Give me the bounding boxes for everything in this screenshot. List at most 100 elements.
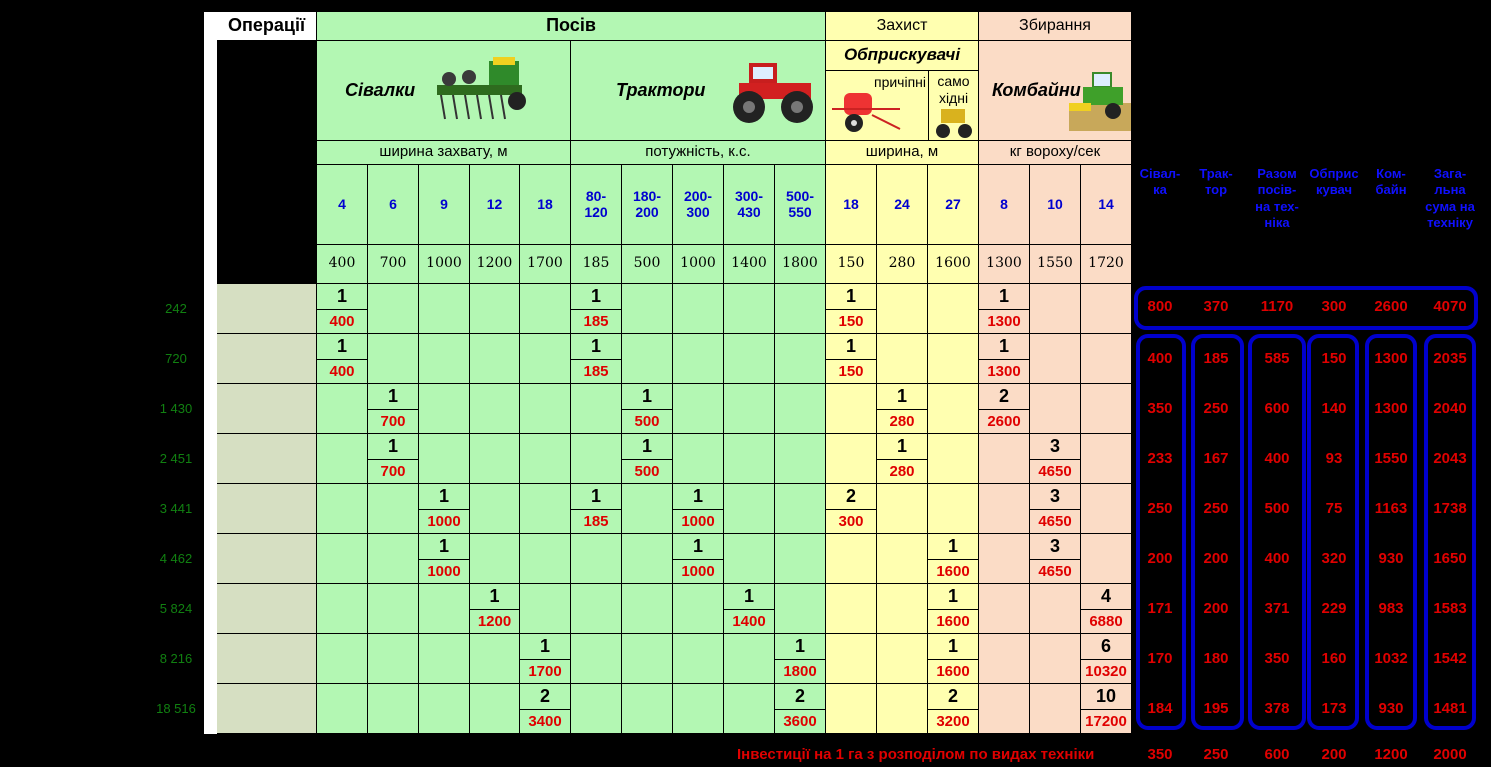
- summary-value: 350: [1147, 400, 1173, 417]
- grid-cell: [877, 334, 928, 384]
- sprayers-label: Обприскувачі: [826, 41, 979, 71]
- quantity-value: 3: [1030, 534, 1080, 560]
- grid-cell: [724, 534, 775, 584]
- grid-cell: [928, 434, 979, 484]
- left-white-strip: [204, 12, 217, 284]
- grid-cell: 1 400: [317, 334, 368, 384]
- unit-price-cell: 1000: [673, 245, 724, 284]
- cost-value: 500: [634, 412, 660, 430]
- grid-cell: 1 500: [622, 384, 673, 434]
- row-area-label: 1 430: [159, 401, 193, 416]
- quantity-value: 2: [775, 684, 825, 710]
- summary-value: 1481: [1433, 700, 1467, 717]
- cost-value: 1000: [427, 562, 461, 580]
- grid-cell: [673, 634, 724, 684]
- summary-column-box: [1307, 334, 1359, 730]
- grid-cell: [724, 634, 775, 684]
- grid-cell: 1 280: [877, 384, 928, 434]
- summary-value: 1170: [1260, 298, 1294, 315]
- grid-cell: [1081, 434, 1132, 484]
- grid-cell: [622, 484, 673, 534]
- unit-price-cell: 1000: [419, 245, 470, 284]
- grid-cell: [368, 584, 419, 634]
- quantity-value: 1: [622, 384, 672, 410]
- summary-value: 320: [1321, 550, 1347, 567]
- unit-price-cell: 1200: [470, 245, 520, 284]
- row-white-strip: [204, 684, 217, 734]
- sprayer-width-unit: ширина, м: [826, 141, 979, 165]
- size-cell: 6: [368, 165, 419, 245]
- summary-header: Зага- льна сума на техніку: [1425, 166, 1475, 230]
- grid-cell: [979, 484, 1030, 534]
- summary-value: 585: [1264, 350, 1290, 367]
- unit-price-cell: 1550: [1030, 245, 1081, 284]
- summary-value: 250: [1203, 400, 1229, 417]
- grid-cell: [571, 584, 622, 634]
- size-cell: 80- 120: [571, 165, 622, 245]
- grid-cell: 1 1600: [928, 534, 979, 584]
- tractors-label: Трактори: [616, 79, 706, 100]
- grid-cell: [673, 434, 724, 484]
- grid-cell: [724, 384, 775, 434]
- summary-column-box: [1136, 334, 1186, 730]
- grid-cell: [724, 484, 775, 534]
- grid-cell: 1 185: [571, 484, 622, 534]
- grid-cell: [470, 384, 520, 434]
- size-cell: 8: [979, 165, 1030, 245]
- summary-value: 1163: [1374, 500, 1408, 517]
- cost-value: 280: [889, 412, 915, 430]
- operations-cell: [217, 284, 317, 334]
- row-white-strip: [204, 384, 217, 434]
- grid-cell: [1081, 334, 1132, 384]
- unit-price-cell: 500: [622, 245, 673, 284]
- cost-value: 10320: [1085, 662, 1127, 680]
- row-area-label: 242: [165, 301, 187, 316]
- footer-value: 250: [1203, 746, 1229, 763]
- operations-cell: [217, 684, 317, 734]
- grid-cell: [520, 284, 571, 334]
- grid-cell: [317, 434, 368, 484]
- grid-cell: 3 4650: [1030, 484, 1081, 534]
- tractor-icon: [733, 63, 813, 123]
- quantity-value: 1: [673, 534, 723, 560]
- grid-cell: [1081, 384, 1132, 434]
- summary-value: 400: [1147, 350, 1173, 367]
- grid-cell: [419, 434, 470, 484]
- grid-cell: [877, 484, 928, 534]
- grid-cell: [673, 584, 724, 634]
- summary-value: 167: [1203, 450, 1229, 467]
- grid-cell: 1 1300: [979, 334, 1030, 384]
- cost-value: 4650: [1038, 562, 1072, 580]
- trailed-label: причіпні: [873, 74, 926, 90]
- cost-value: 1300: [987, 312, 1021, 330]
- summary-value: 250: [1147, 500, 1173, 517]
- combine-capacity-unit: кг вороху/сек: [979, 141, 1132, 165]
- summary-value: 400: [1264, 550, 1290, 567]
- footer-value: 350: [1147, 746, 1173, 763]
- footer-value: 1200: [1374, 746, 1408, 763]
- combine-icon: [1069, 72, 1131, 131]
- cost-value: 150: [838, 312, 864, 330]
- grid-cell: [928, 284, 979, 334]
- grid-cell: [1030, 384, 1081, 434]
- grid-cell: 1 1600: [928, 584, 979, 634]
- grid-cell: 1 1800: [775, 634, 826, 684]
- summary-value: 1300: [1374, 400, 1408, 417]
- cost-value: 3600: [783, 712, 817, 730]
- grid-cell: [673, 684, 724, 734]
- grid-cell: [520, 434, 571, 484]
- grid-cell: [826, 634, 877, 684]
- row-area-label: 5 824: [159, 601, 193, 616]
- grid-cell: [1030, 584, 1081, 634]
- size-cell: 500- 550: [775, 165, 826, 245]
- cost-value: 185: [583, 512, 609, 530]
- summary-value: 983: [1378, 600, 1404, 617]
- grid-cell: [419, 384, 470, 434]
- size-cell: 300- 430: [724, 165, 775, 245]
- operations-cell: [217, 334, 317, 384]
- summary-value: 200: [1203, 600, 1229, 617]
- seeder-width-unit: ширина захвату, м: [317, 141, 571, 165]
- size-cell: 18: [826, 165, 877, 245]
- grid-cell: [368, 534, 419, 584]
- summary-column-box: [1365, 334, 1417, 730]
